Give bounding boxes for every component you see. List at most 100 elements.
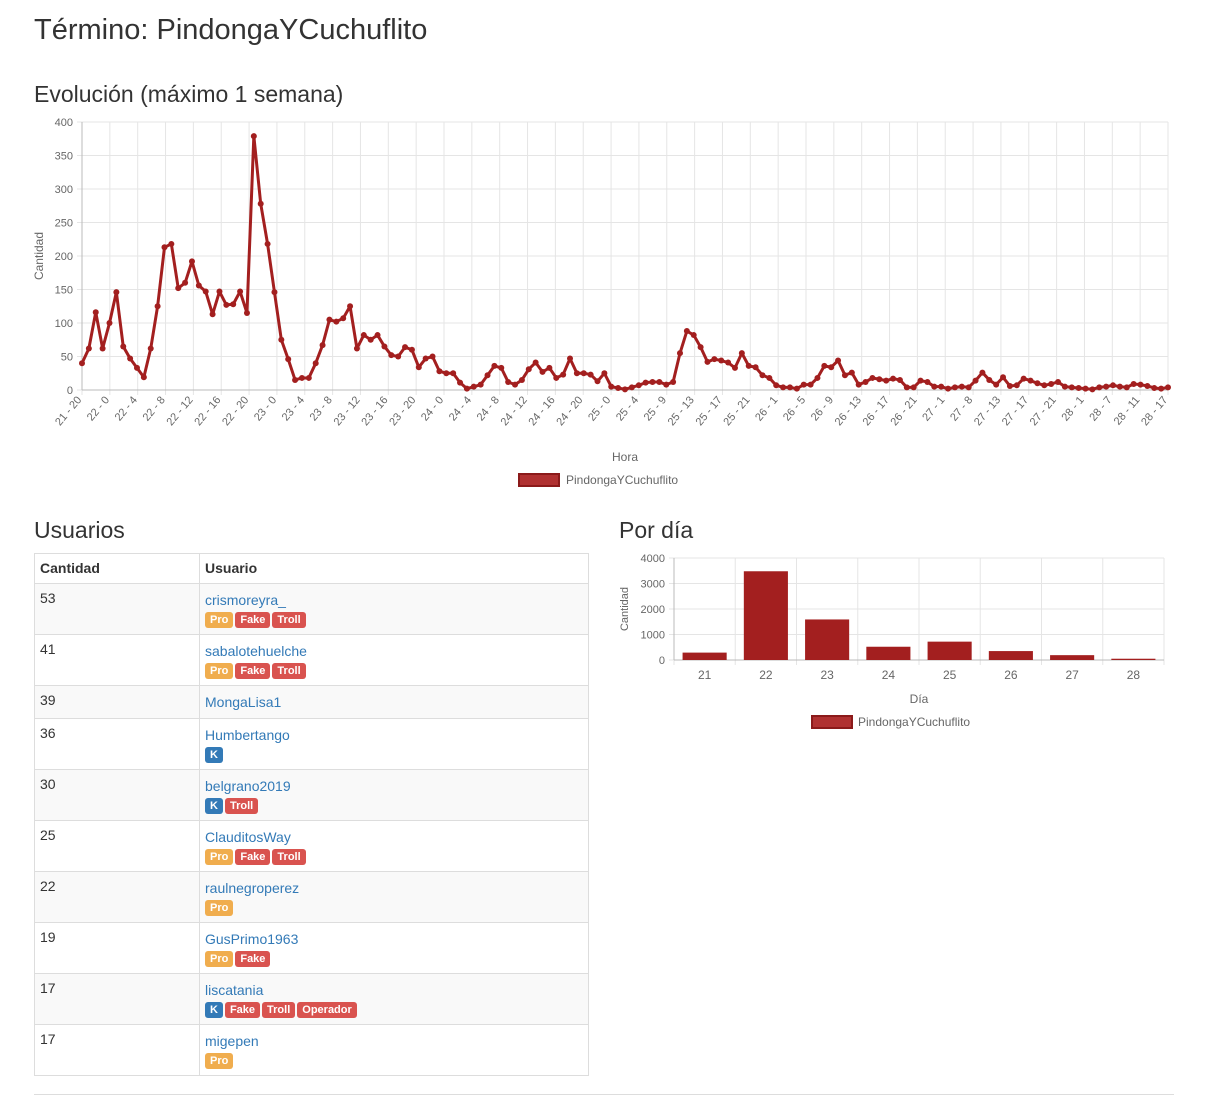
user-link[interactable]: sabalotehuelche	[205, 643, 307, 659]
x-tick-label: 22 - 12	[164, 394, 195, 428]
y-tick-label: 4000	[641, 553, 665, 565]
user-count: 53	[34, 583, 200, 635]
user-link[interactable]: Humbertango	[205, 727, 290, 743]
data-point	[340, 315, 347, 322]
data-point	[127, 355, 134, 362]
data-point	[890, 375, 897, 382]
data-point	[415, 364, 422, 371]
y-tick-label: 150	[55, 285, 73, 297]
data-point	[910, 384, 917, 391]
per-day-heading: Por día	[619, 517, 694, 543]
x-tick-label: 25	[943, 668, 957, 682]
data-point	[532, 359, 539, 366]
x-tick-label: 26 - 1	[753, 394, 780, 423]
user-link[interactable]: MongaLisa1	[205, 694, 282, 710]
x-tick-label: 22 - 16	[192, 394, 223, 428]
table-row: 39 MongaLisa1	[34, 685, 589, 719]
x-tick-label: 27 - 13	[972, 394, 1003, 428]
data-point	[470, 383, 477, 390]
x-tick-label: 28 - 7	[1087, 394, 1114, 423]
badge-fake: Fake	[235, 951, 271, 967]
y-tick-label: 200	[55, 251, 73, 263]
data-point	[367, 336, 374, 343]
data-point	[594, 378, 601, 385]
data-point	[1158, 385, 1165, 392]
data-point	[539, 368, 546, 375]
data-point	[92, 309, 99, 316]
data-point	[642, 379, 649, 386]
data-point	[319, 342, 326, 349]
y-tick-label: 1000	[641, 630, 665, 642]
data-point	[958, 383, 965, 390]
y-tick-label: 300	[55, 184, 73, 196]
data-point	[608, 383, 615, 390]
x-tick-label: 23 - 8	[308, 394, 335, 423]
data-point	[168, 240, 175, 247]
bar	[1111, 658, 1156, 660]
data-point	[1000, 374, 1007, 381]
data-point	[1006, 382, 1013, 389]
badge-operador: Operador	[297, 1002, 357, 1018]
table-row: 53 crismoreyra_ Pro Fake Troll	[34, 583, 589, 635]
data-point	[429, 353, 436, 360]
data-point	[182, 279, 189, 286]
x-tick-label: 24 - 20	[554, 394, 585, 428]
data-point	[1055, 378, 1062, 385]
x-tick-label: 23 - 20	[387, 394, 418, 428]
data-point	[505, 378, 512, 385]
data-point	[463, 385, 470, 392]
data-point	[525, 366, 532, 373]
data-point	[697, 344, 704, 351]
user-link[interactable]: liscatania	[205, 982, 264, 998]
data-point	[305, 374, 312, 381]
user-badges: Pro Fake Troll	[205, 612, 583, 628]
data-point	[656, 378, 663, 385]
user-link[interactable]: ClauditosWay	[205, 829, 291, 845]
x-tick-label: 25 - 0	[586, 394, 613, 423]
x-tick-label: 27 - 17	[1000, 394, 1031, 428]
legend-swatch	[518, 473, 560, 487]
user-cell: GusPrimo1963 Pro Fake	[199, 922, 589, 974]
data-point	[553, 374, 560, 381]
user-count: 39	[34, 685, 200, 719]
user-link[interactable]: belgrano2019	[205, 778, 291, 794]
data-point	[491, 362, 498, 369]
data-point	[731, 364, 738, 371]
x-tick-label: 26 - 21	[888, 394, 919, 428]
user-link[interactable]: crismoreyra_	[205, 592, 286, 608]
data-point	[1165, 384, 1171, 391]
table-header-row: Cantidad Usuario	[34, 553, 589, 584]
table-row: 30 belgrano2019 K Troll	[34, 769, 589, 821]
data-point	[814, 374, 821, 381]
x-tick-label: 27 - 1	[920, 394, 947, 423]
data-point	[917, 377, 924, 384]
x-tick-label: 26 - 9	[809, 394, 836, 423]
x-tick-label: 26 - 5	[781, 394, 808, 423]
legend-label: PindongaYCuchuflito	[858, 715, 970, 729]
x-tick-label: 26 - 17	[861, 394, 892, 428]
user-count: 25	[34, 820, 200, 872]
user-cell: ClauditosWay Pro Fake Troll	[199, 820, 589, 872]
data-point	[972, 377, 979, 384]
x-tick-label: 24 - 8	[475, 394, 502, 423]
y-tick-label: 3000	[641, 579, 665, 591]
user-link[interactable]: migepen	[205, 1033, 259, 1049]
user-cell: MongaLisa1	[199, 685, 589, 719]
x-tick-label: 25 - 9	[642, 394, 669, 423]
data-point	[243, 309, 250, 316]
data-point	[670, 378, 677, 385]
data-point	[759, 372, 766, 379]
data-point	[450, 370, 457, 377]
data-point	[1048, 380, 1055, 387]
data-point	[133, 364, 140, 371]
x-tick-label: 24	[882, 668, 896, 682]
user-link[interactable]: GusPrimo1963	[205, 931, 299, 947]
data-point	[347, 303, 354, 310]
user-badges: K	[205, 747, 583, 763]
data-point	[855, 381, 862, 388]
user-link[interactable]: raulnegroperez	[205, 880, 300, 896]
data-point	[745, 362, 752, 369]
user-badges: Pro	[205, 1053, 583, 1069]
data-point	[1082, 385, 1089, 392]
